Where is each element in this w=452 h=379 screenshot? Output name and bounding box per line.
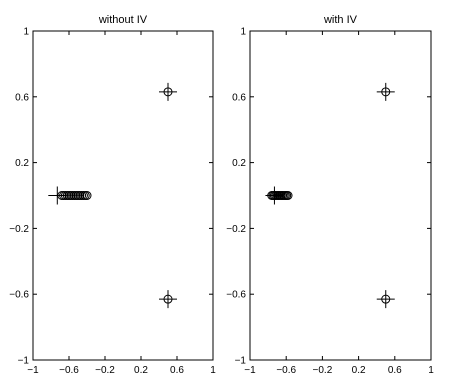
axes-frame (249, 30, 432, 361)
x-tick-label: 1 (210, 365, 216, 376)
subplot-1: without IV −1 −0.6 −0.2 0.2 0.6 1 −1 −0.6 −0.2 0.2… (9, 14, 216, 376)
x-tick-label: 0.2 (134, 365, 148, 376)
y-tick-label: 0.6 (232, 92, 246, 103)
y-tick-label: −0.6 (226, 290, 246, 301)
plus-marker (159, 82, 177, 101)
y-tick-label: 0.2 (15, 158, 29, 169)
x-tick-label: −0.6 (276, 365, 296, 376)
y-tick-label: −1 (18, 356, 30, 367)
y-tick-label: −1 (235, 356, 247, 367)
subplot-2: with IV −1 −0.6 −0.2 0.2 0.6 1 −1 −0.6 −0.2 0.2 0.6… (226, 14, 434, 376)
plus-marker (159, 290, 177, 309)
x-tick-label: 1 (428, 365, 434, 376)
plus-marker (265, 186, 284, 205)
x-tick-label: −0.6 (59, 365, 79, 376)
chart-title: without IV (98, 14, 148, 26)
y-tick-label: −0.2 (226, 224, 246, 235)
circle-marker (82, 191, 92, 200)
x-tick-label: −0.2 (95, 365, 115, 376)
chart-title: with IV (323, 14, 358, 26)
plus-marker (48, 186, 67, 205)
circle-marker (283, 191, 293, 200)
plus-marker (376, 82, 395, 101)
y-tick-label: −0.2 (9, 224, 29, 235)
y-tick-label: 1 (23, 27, 29, 38)
y-tick-label: 0.2 (232, 158, 246, 169)
x-tick-label: 0.6 (388, 365, 402, 376)
x-tick-label: −1 (27, 365, 39, 376)
x-tick-label: −1 (244, 365, 256, 376)
x-tick-label: −0.2 (313, 365, 333, 376)
plus-marker (376, 290, 395, 309)
y-tick-label: −0.6 (9, 290, 29, 301)
axes-frame (32, 30, 214, 361)
y-tick-label: 0.6 (15, 92, 29, 103)
y-tick-label: 1 (240, 27, 246, 38)
x-tick-label: 0.2 (352, 365, 366, 376)
x-tick-label: 0.6 (170, 365, 184, 376)
